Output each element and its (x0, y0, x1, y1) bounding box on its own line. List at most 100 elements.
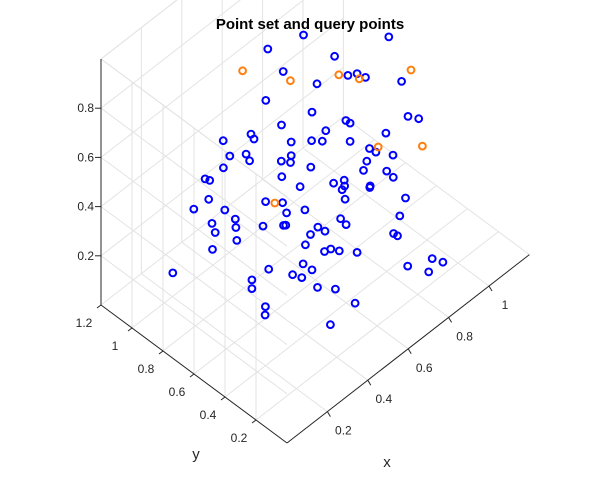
point-set-marker (301, 240, 310, 250)
point-set-marker (278, 198, 288, 208)
chart-title: Point set and query points (216, 16, 404, 33)
point-set-marker (312, 79, 322, 89)
y-tick-label: 1 (112, 339, 119, 353)
query-point-marker (334, 70, 344, 80)
point-set-marker (300, 205, 310, 215)
y-axis-label: y (192, 446, 200, 463)
point-set-marker (389, 229, 399, 238)
query-point-marker (354, 74, 364, 84)
point-set-marker (260, 310, 270, 320)
point-set-marker (249, 134, 259, 144)
point-set-marker (306, 230, 315, 239)
point-set-marker (320, 247, 329, 256)
point-set-marker (336, 214, 346, 224)
query-point-marker (238, 66, 248, 76)
point-set-marker (208, 245, 217, 254)
x-tick-label: 0.4 (375, 392, 392, 406)
point-set-marker (286, 137, 296, 147)
point-set-marker (388, 150, 398, 160)
x-tick-label: 0.2 (335, 424, 352, 438)
point-set-marker (403, 261, 413, 271)
point-set-marker (313, 283, 322, 292)
point-set-marker (382, 166, 392, 176)
wall-gridline (100, 255, 288, 395)
x-tick-label: 1 (502, 298, 509, 312)
point-set-marker (276, 156, 286, 166)
query-point-marker (406, 65, 416, 75)
point-set-marker (395, 211, 405, 221)
box-edge (100, 58, 288, 198)
point-set-marker (326, 320, 335, 330)
point-set-marker (245, 156, 255, 166)
y-tick-mark (127, 327, 133, 332)
wall-gridline (100, 107, 288, 247)
point-set-marker (307, 265, 317, 275)
box-edge (100, 0, 178, 60)
box-edge (343, 116, 530, 256)
point-set-marker (340, 194, 350, 204)
point-set-marker (339, 175, 349, 185)
wall-gridline (100, 206, 288, 346)
point-set-marker (397, 77, 407, 86)
wall-gridline (100, 17, 344, 207)
wall-gridline (100, 156, 288, 296)
point-set-marker (343, 71, 353, 80)
z-tick-label: 0.6 (77, 150, 94, 164)
floor-gridline (255, 231, 499, 421)
point-set-marker (384, 32, 394, 42)
point-set-marker (241, 149, 251, 159)
point-set-marker (286, 158, 295, 167)
point-set-marker (365, 144, 374, 153)
point-set-marker (359, 166, 368, 175)
x-tick-label: 0.6 (416, 361, 433, 375)
point-set-marker (258, 221, 268, 231)
z-tick-label: 0.4 (77, 200, 94, 214)
floor-gridline (131, 139, 375, 329)
point-set-marker (427, 254, 437, 264)
point-set-marker (288, 270, 298, 280)
floor-gridline (224, 208, 468, 398)
point-set-marker (277, 172, 287, 182)
point-set-marker (345, 137, 355, 146)
point-set-marker (381, 128, 391, 138)
y-tick-label: 0.6 (169, 385, 186, 399)
floor-gridline (193, 185, 437, 375)
y-tick-mark (251, 419, 257, 424)
y-tick-label: 1.2 (76, 316, 93, 330)
point-set-marker (205, 176, 215, 185)
point-set-marker (345, 118, 355, 128)
y-tick-mark (189, 373, 195, 378)
floor-gridline (162, 162, 406, 352)
point-set-marker (352, 248, 362, 257)
point-set-marker (277, 120, 286, 130)
point-set-marker (261, 96, 271, 105)
y-tick-mark (96, 304, 102, 309)
point-set-marker (231, 223, 241, 232)
point-set-marker (282, 208, 292, 218)
point-set-marker (247, 275, 257, 285)
y-tick-label: 0.2 (231, 431, 248, 445)
point-set-marker (295, 182, 305, 192)
tick-labels: 0.2 0.4 0.6 0.8 1 0.2 0.4 0.6 0.8 1 1.2 0.2 0.4 0.6 0.… (76, 101, 509, 445)
point-set-marker (306, 162, 316, 172)
query-point-marker (286, 76, 295, 86)
point-set-marker (210, 228, 220, 237)
point-set-marker (278, 67, 288, 76)
point-set-marker (321, 126, 331, 136)
point-set-marker (168, 268, 178, 278)
point-set-marker (320, 226, 330, 236)
point-set-marker (313, 222, 323, 232)
point-set-marker (297, 273, 307, 283)
point-set-marker (247, 284, 257, 294)
point-set-marker (225, 151, 235, 161)
wall-gridline (100, 67, 344, 257)
z-tick-label: 0.2 (77, 249, 94, 263)
y-tick-label: 0.8 (138, 362, 155, 376)
point-set-marker (261, 302, 270, 312)
grid (100, 0, 530, 421)
x-tick-mark (326, 411, 331, 417)
y-tick-mark (158, 350, 164, 355)
point-set-marker (307, 136, 317, 146)
